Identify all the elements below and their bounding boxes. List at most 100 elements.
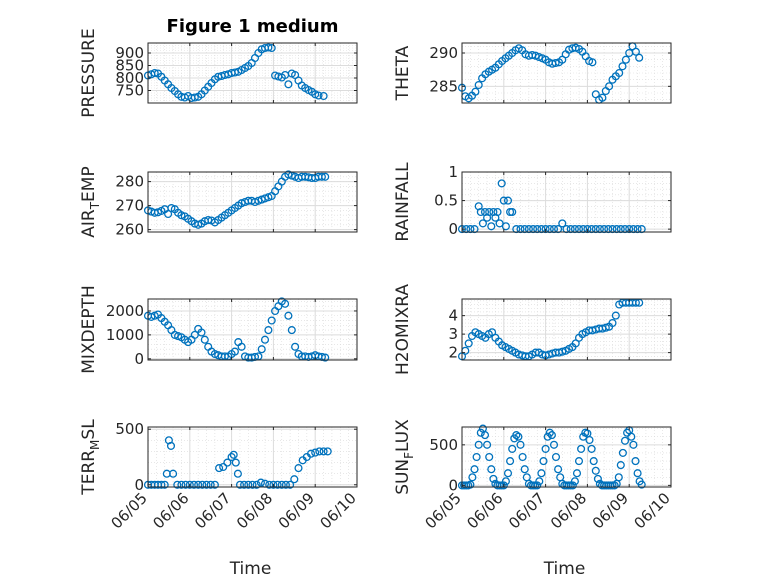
data-point — [189, 480, 199, 489]
data-point — [637, 225, 646, 234]
axes-box — [461, 42, 672, 104]
data-point — [269, 480, 278, 489]
data-point — [231, 458, 240, 467]
data-point — [516, 225, 525, 234]
data-point — [551, 58, 560, 68]
data-point — [516, 440, 525, 449]
data-point — [281, 299, 290, 308]
data-point — [611, 311, 620, 320]
data-point — [512, 431, 521, 440]
series-markers — [457, 42, 644, 104]
y-axis-label: TERRMSL — [79, 419, 102, 496]
axes-box — [461, 298, 672, 361]
axes-box — [147, 42, 358, 104]
y-axis-label: AIRTEMP — [79, 166, 102, 237]
data-point — [637, 480, 646, 489]
y-axis-label: PRESSURE — [79, 28, 99, 117]
y-axis-label: RAINFALL — [393, 162, 413, 242]
data-point — [319, 91, 328, 101]
data-point — [497, 179, 506, 188]
data-point — [598, 93, 607, 102]
data-point — [574, 225, 584, 234]
y-tick-label: 0 — [448, 220, 458, 238]
data-point — [198, 480, 207, 489]
data-point — [319, 447, 328, 456]
data-point — [614, 473, 623, 482]
data-point — [476, 207, 485, 217]
data-point — [585, 435, 594, 445]
subplot-h2omixra: 234 H2OMIXRA — [393, 284, 672, 375]
y-tick-label: 260 — [115, 221, 144, 239]
data-point — [197, 328, 206, 337]
data-point — [535, 477, 544, 486]
y-axis-label: SUNFLUX — [393, 419, 416, 495]
data-point — [610, 481, 619, 490]
y-tick-label: 0 — [134, 476, 144, 494]
data-point — [265, 480, 274, 489]
data-point — [200, 335, 209, 344]
data-point — [470, 225, 479, 234]
data-point — [503, 196, 513, 205]
data-point — [549, 440, 559, 449]
data-point — [260, 335, 270, 344]
data-point — [591, 466, 600, 475]
y-tick-label: 500 — [429, 436, 458, 454]
series-markers — [457, 298, 644, 361]
data-point — [474, 80, 483, 90]
minor-grid — [461, 299, 672, 360]
data-point — [468, 473, 477, 482]
data-point — [256, 478, 265, 487]
data-point — [631, 457, 640, 466]
data-point — [267, 316, 276, 325]
data-point — [612, 225, 621, 234]
plot-area — [148, 427, 357, 487]
data-point — [520, 225, 529, 234]
data-point — [529, 225, 538, 234]
data-point — [543, 432, 552, 441]
data-point — [294, 464, 303, 473]
data-point — [633, 225, 642, 234]
subplot-air-temp: 260 270 280 AIRTEMP — [79, 166, 358, 239]
data-point — [587, 225, 596, 234]
data-point — [495, 219, 504, 228]
data-point — [629, 225, 638, 234]
data-point — [601, 323, 610, 332]
data-point — [615, 68, 624, 78]
axes-box — [147, 426, 358, 488]
data-point — [206, 480, 215, 489]
data-point — [499, 196, 508, 205]
data-point — [230, 347, 239, 356]
data-point — [568, 481, 577, 490]
data-point — [190, 330, 199, 339]
data-point — [474, 440, 483, 449]
data-point — [593, 474, 602, 483]
data-point — [635, 53, 644, 62]
data-point — [493, 207, 502, 217]
data-point — [583, 225, 592, 234]
data-point — [608, 225, 617, 234]
data-point — [215, 464, 224, 473]
x-axis-label: Time — [543, 559, 586, 579]
data-point — [627, 432, 636, 441]
y-axis-label: THETA — [393, 45, 413, 101]
data-point — [227, 452, 236, 462]
y-tick-label: 0.5 — [434, 192, 458, 210]
data-point — [194, 480, 203, 489]
data-point — [487, 222, 496, 231]
data-point — [478, 219, 487, 228]
y-axis-label: H2OMIXRA — [393, 284, 413, 375]
y-tick-label: 290 — [429, 44, 458, 62]
data-point — [485, 207, 494, 217]
data-point — [248, 480, 257, 489]
data-point — [323, 447, 332, 456]
data-point — [483, 440, 492, 449]
data-point — [185, 480, 194, 489]
y-tick-label: 750 — [115, 82, 144, 100]
data-point — [574, 457, 584, 466]
data-point — [620, 225, 630, 234]
plot-area — [148, 299, 357, 360]
data-point — [549, 225, 559, 234]
data-point — [264, 326, 273, 335]
y-tick-label: 4 — [448, 307, 458, 325]
data-point — [470, 465, 479, 474]
